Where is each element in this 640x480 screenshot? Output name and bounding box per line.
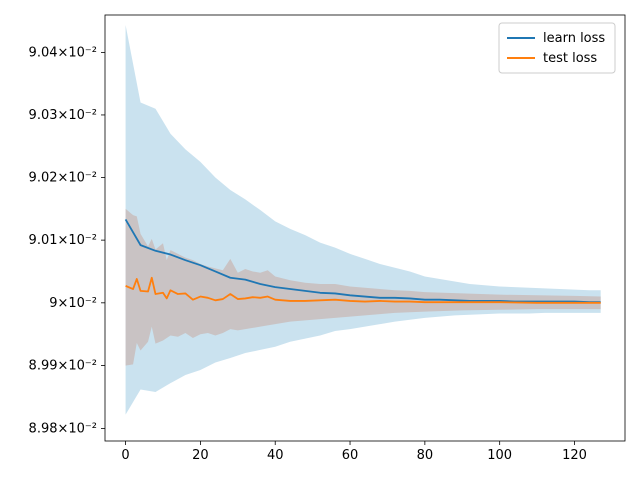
learn-loss-band	[125, 24, 601, 415]
legend-label-test-loss: test loss	[543, 51, 597, 66]
series-lines	[124, 218, 601, 304]
plot-frame	[104, 14, 626, 442]
x-tick-label: 20	[192, 448, 209, 463]
learn-loss-line	[124, 218, 601, 304]
test-loss-band	[125, 208, 601, 366]
confidence-bands	[125, 24, 601, 415]
y-tick-label: 9.03×10⁻²	[29, 108, 97, 123]
y-tick-label: 9.01×10⁻²	[29, 233, 97, 248]
x-tick-label: 120	[562, 448, 587, 463]
y-axis: 8.98×10⁻² 8.99×10⁻² 9×10⁻² 9.01×10⁻² 9.02×10…	[29, 45, 105, 436]
x-tick-label: 0	[121, 448, 129, 463]
y-tick-label: 9×10⁻²	[49, 296, 97, 311]
x-axis: 0 20 40 60 80 100 120	[121, 441, 587, 463]
y-tick-label: 9.02×10⁻²	[29, 171, 97, 186]
legend: learn loss test loss	[498, 22, 616, 74]
x-tick-label: 60	[342, 448, 359, 463]
x-tick-label: 40	[267, 448, 284, 463]
y-tick-label: 9.04×10⁻²	[29, 45, 97, 60]
x-tick-label: 80	[417, 448, 434, 463]
y-tick-label: 8.98×10⁻²	[29, 421, 97, 436]
test-loss-line	[125, 276, 601, 304]
legend-label-learn-loss: learn loss	[543, 31, 605, 46]
y-tick-label: 8.99×10⁻²	[29, 359, 97, 374]
x-tick-label: 100	[487, 448, 512, 463]
legend-box	[498, 22, 616, 74]
